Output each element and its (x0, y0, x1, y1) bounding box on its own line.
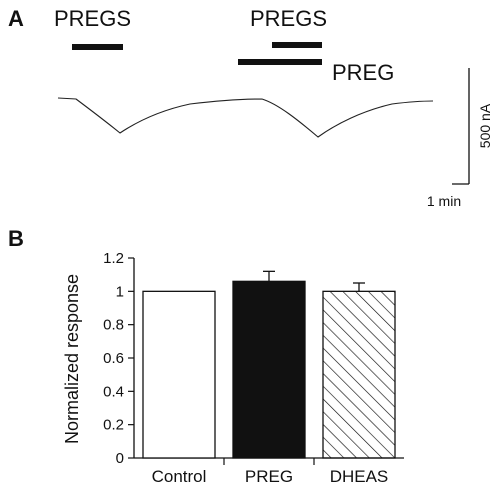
bar-control (142, 290, 216, 459)
current-trace (57, 97, 434, 138)
y-axis-label: Normalized response (62, 274, 82, 444)
y-tick-label-2: 0.4 (103, 383, 124, 400)
pregs-application-bar-2 (272, 42, 322, 48)
panel-b: B Normalized response 0 0.2 0.4 0.6 0.8 1 1.2 C… (8, 226, 404, 486)
category-label-dheas: DHEAS (330, 467, 389, 486)
y-tick-label-3: 0.6 (103, 350, 124, 367)
panel-a: A PREGS PREGS PREG 500 nA 1 min (8, 6, 493, 209)
panel-b-label: B (8, 226, 24, 251)
bar-preg (232, 280, 306, 459)
pregs-label-1: PREGS (54, 6, 131, 31)
bar-dheas (322, 290, 396, 459)
y-tick-label-4: 0.8 (103, 317, 124, 334)
pregs-label-2: PREGS (250, 6, 327, 31)
y-tick-label-0: 0 (116, 450, 124, 467)
scale-bar-time-label: 1 min (427, 193, 461, 209)
bar-chart: 0 0.2 0.4 0.6 0.8 1 1.2 Control PREG DHEAS (103, 250, 404, 486)
category-label-preg: PREG (245, 467, 293, 486)
preg-application-bar (238, 59, 322, 65)
panel-a-label: A (8, 6, 24, 31)
preg-label: PREG (332, 60, 394, 85)
y-tick-label-5: 1 (116, 283, 124, 300)
category-label-control: Control (152, 467, 207, 486)
y-tick-label-1: 0.2 (103, 417, 124, 434)
y-tick-label-6: 1.2 (103, 250, 124, 267)
pregs-application-bar-1 (72, 44, 123, 50)
scale-bar-current-label: 500 nA (477, 103, 493, 148)
